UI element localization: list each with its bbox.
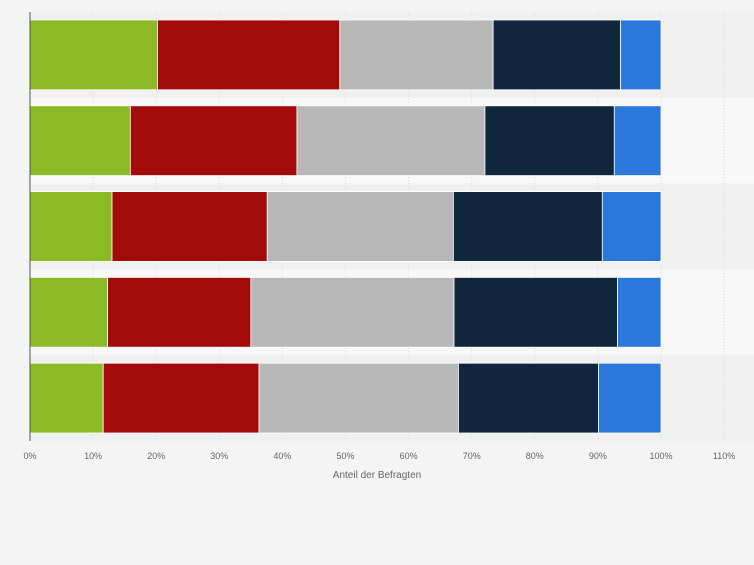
bar-segment[interactable] (492, 19, 622, 91)
bar-segment[interactable] (29, 276, 109, 348)
bar-segment[interactable] (598, 362, 662, 434)
bar-segment[interactable] (296, 105, 486, 177)
bar-segment[interactable] (266, 191, 454, 262)
bar-segment[interactable] (453, 276, 618, 348)
bar-series (29, 19, 662, 434)
bar-segment[interactable] (29, 105, 131, 177)
bar-segment[interactable] (601, 191, 662, 262)
bar-segment[interactable] (339, 19, 494, 91)
x-tick-label: 50% (336, 451, 354, 461)
bar-segment[interactable] (129, 105, 298, 177)
bar-segment[interactable] (453, 191, 603, 262)
x-tick-label: 70% (463, 451, 481, 461)
x-tick-label: 10% (84, 451, 102, 461)
x-tick-label: 20% (147, 451, 165, 461)
x-tick-label: 60% (400, 451, 418, 461)
bar-segment[interactable] (620, 19, 662, 91)
x-tick-labels: 0% 10% 20% 30% 40% 50% 60% 70% 80% 90% 100% 110% (23, 451, 735, 461)
x-tick-label: 40% (273, 451, 291, 461)
x-tick-label: 90% (589, 451, 607, 461)
bar-segment[interactable] (613, 105, 662, 177)
bar-segment[interactable] (111, 191, 268, 262)
bar-segment[interactable] (250, 276, 455, 348)
bar-segment[interactable] (102, 362, 260, 434)
x-tick-label: 110% (713, 451, 735, 461)
bar-segment[interactable] (484, 105, 615, 177)
bar-segment[interactable] (617, 276, 662, 348)
bar-segment[interactable] (258, 362, 459, 434)
bar-segment[interactable] (29, 191, 113, 262)
bar-segment[interactable] (29, 362, 104, 434)
x-tick-label: 0% (23, 451, 36, 461)
bar-segment[interactable] (458, 362, 599, 434)
x-tick-label: 100% (649, 451, 672, 461)
x-tick-label: 30% (210, 451, 228, 461)
x-tick-label: 80% (526, 451, 544, 461)
bar-segment[interactable] (157, 19, 341, 91)
bar-segment[interactable] (107, 276, 252, 348)
bar-segment[interactable] (29, 19, 158, 91)
x-axis-label: Anteil der Befragten (333, 470, 421, 481)
